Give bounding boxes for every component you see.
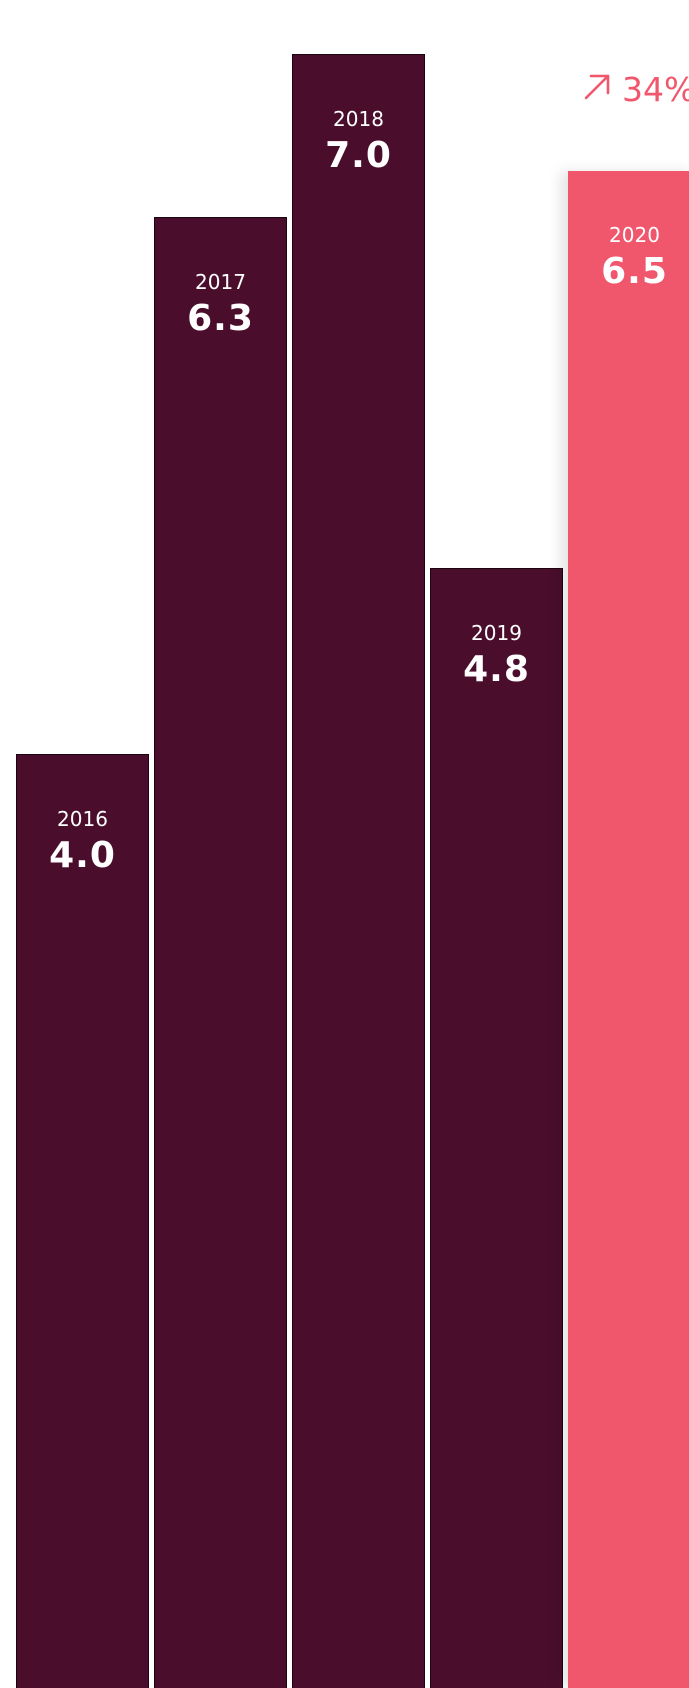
bar-year-label: 2016 (57, 807, 108, 832)
bar-2016: 2016 4.0 (16, 754, 149, 1688)
bar-year-label: 2018 (333, 107, 384, 132)
bar-2020: 2020 6.5 (568, 170, 689, 1688)
bar-year-label: 2017 (195, 270, 246, 295)
bar-value-label: 6.3 (187, 298, 254, 340)
bar-year-label: 2020 (609, 222, 660, 247)
bar-2019: 2019 4.8 (430, 567, 563, 1688)
change-badge: 34% (582, 70, 689, 109)
bar-value-label: 4.0 (49, 835, 116, 877)
arrow-up-right-icon (582, 72, 612, 107)
bar-value-label: 4.8 (463, 648, 530, 690)
bar-year-label: 2019 (471, 620, 522, 645)
bar-value-label: 7.0 (325, 135, 392, 177)
bar-2018: 2018 7.0 (292, 54, 425, 1688)
bar-2017: 2017 6.3 (154, 217, 287, 1688)
bar-value-label: 6.5 (601, 250, 668, 292)
change-percentage: 34% (622, 70, 689, 109)
